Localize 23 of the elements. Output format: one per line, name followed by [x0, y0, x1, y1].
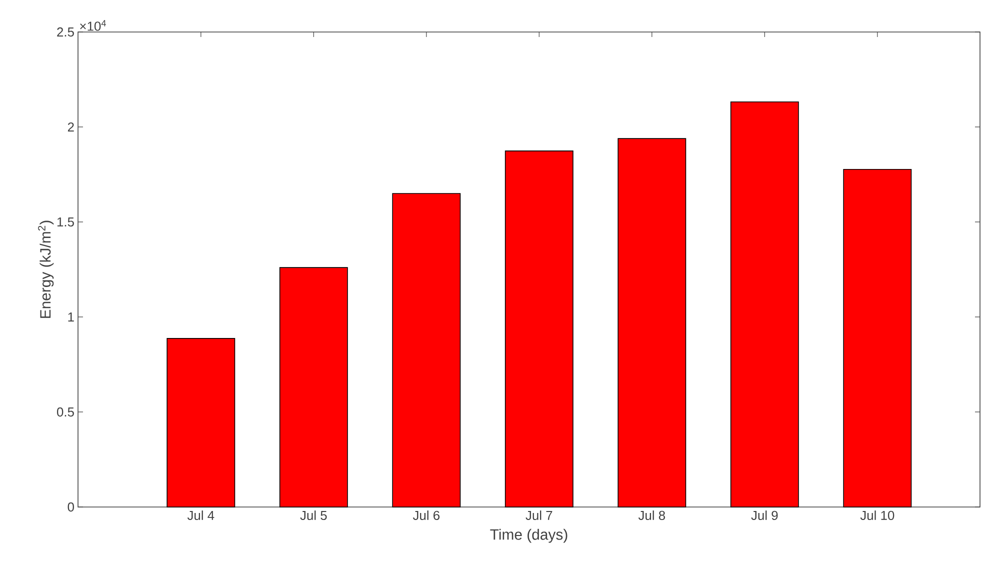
bar: [618, 138, 686, 508]
y-tick-label: 2.5: [57, 27, 74, 37]
bar: [730, 102, 799, 508]
x-axis-title: Time (days): [490, 528, 568, 543]
bar: [166, 338, 236, 508]
y-tick-label: 0: [68, 502, 74, 512]
y-axis-title: Energy (kJ/m$^{2}$): [38, 220, 54, 318]
bar: [504, 150, 574, 508]
y-tick-label: 0.5: [56, 407, 74, 417]
x-tick-label: Jul 9: [751, 510, 778, 520]
bar: [843, 168, 912, 508]
y-tick-label: 2: [68, 122, 74, 132]
bar: [392, 193, 461, 508]
x-tick-label: Jul 8: [638, 510, 665, 520]
text: ×10$^{4}$: [80, 20, 106, 31]
x-tick-label: Jul 5: [300, 510, 327, 520]
x-tick-label: Jul 10: [860, 510, 894, 520]
x-tick-label: Jul 6: [412, 510, 440, 520]
x-tick-label: Jul 7: [526, 510, 552, 520]
bar: [279, 267, 348, 508]
y-tick-label: 1.5: [57, 217, 74, 226]
y-tick-label: 1: [68, 312, 74, 322]
x-tick-label: Jul 4: [187, 510, 214, 520]
